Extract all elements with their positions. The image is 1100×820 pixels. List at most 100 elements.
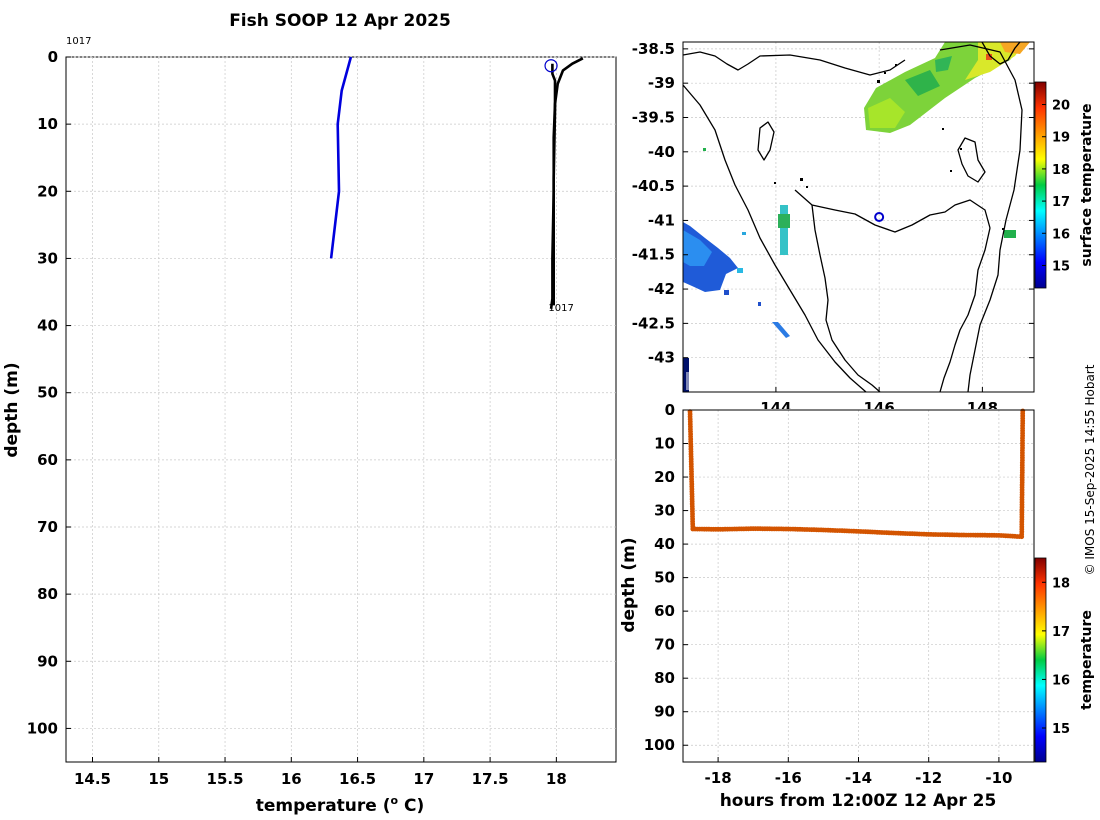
section-x-tick-label: -14 <box>845 769 872 787</box>
profile-x-label: temperature (o C) <box>256 794 425 816</box>
section-colorbar-tick-label: 16 <box>1052 673 1070 688</box>
profile-x-tick-label: 14.5 <box>74 770 111 788</box>
map-colorbar-label: surface temperature <box>1079 103 1095 266</box>
profile-x-tick-label: 18 <box>546 770 567 788</box>
profile-start-marker <box>544 59 558 73</box>
section-y-tick-label: 50 <box>654 569 675 587</box>
profile-annotation-1017: 1017 <box>66 36 91 47</box>
flinders-island <box>957 137 986 183</box>
section-y-label: depth (m) <box>619 537 639 632</box>
profile-y-tick-label: 80 <box>37 585 58 603</box>
profile-y-tick-label: 40 <box>37 317 58 335</box>
profile-y-tick-label: 0 <box>48 48 58 66</box>
sst-patch-strait <box>703 148 1016 255</box>
profile-x-tick-label: 17.5 <box>472 770 509 788</box>
ship-position-marker <box>874 212 885 222</box>
map-colorbar-ticks: 15 16 17 18 19 20 <box>1042 99 1070 274</box>
profile-y-tick-label: 70 <box>37 518 58 536</box>
profile-y-tick-label: 60 <box>37 451 58 469</box>
section-y-tick-label: 100 <box>644 736 675 754</box>
profile-x-tick-label: 16.5 <box>339 770 376 788</box>
profile-ticks: 14.5 15 15.5 16 16.5 17 17.5 18 0 10 20 30 40 50 60 70 8… <box>27 48 567 788</box>
map-colorbar-tick-label: 17 <box>1052 195 1070 210</box>
ne-coast <box>981 42 1021 65</box>
section-x-tick-label: -18 <box>705 769 732 787</box>
section-colorbar-tick-label: 15 <box>1052 722 1070 737</box>
sst-patch-south-corner <box>683 358 689 392</box>
map-lat-tick-label: -38.5 <box>632 40 675 58</box>
profile-y-tick-label: 90 <box>37 652 58 670</box>
coast-specks <box>774 64 1004 230</box>
map-colorbar-tick-label: 19 <box>1052 131 1070 146</box>
bass-strait-islands <box>757 121 775 161</box>
section-y-tick-label: 30 <box>654 502 675 520</box>
profile-grid <box>66 56 616 762</box>
shelf-contour-west <box>683 84 867 392</box>
section-ticks: -18 -16 -14 -12 -10 0 10 20 30 40 50 60 70 80 90 100 <box>644 401 1013 787</box>
profile-lines: 1017 1017 <box>66 36 584 314</box>
section-colorbar: 15 16 17 18 temperature <box>1034 557 1095 763</box>
tasmania-north <box>794 189 991 233</box>
section-colorbar-tick-label: 18 <box>1052 576 1070 591</box>
section-y-tick-label: 60 <box>654 602 675 620</box>
profile-y-tick-label: 30 <box>37 249 58 267</box>
map-lat-tick-label: -43 <box>648 349 675 367</box>
map-lat-tick-label: -39 <box>648 74 675 92</box>
section-x-tick-label: -10 <box>985 769 1012 787</box>
credit-text: © IMOS 15-Sep-2025 14:55 Hobart <box>1083 364 1097 575</box>
section-x-tick-label: -16 <box>775 769 802 787</box>
map-panel: 144 146 148-38.5-39-39.5-40-40.5-41-41.5-4… <box>632 40 1035 417</box>
map-colorbar-tick-label: 15 <box>1052 259 1070 274</box>
sst-patch-northeast <box>864 42 1030 133</box>
tasmania-west <box>811 204 881 392</box>
section-y-tick-label: 40 <box>654 535 675 553</box>
section-colorbar-ticks: 15 16 17 18 <box>1042 576 1070 737</box>
section-y-tick-label: 90 <box>654 703 675 721</box>
profile-x-tick-label: 15 <box>148 770 169 788</box>
section-y-tick-label: 80 <box>654 669 675 687</box>
map-lat-tick-label: -42.5 <box>632 314 675 332</box>
map-colorbar-tick-label: 18 <box>1052 163 1070 178</box>
section-colorbar-label: temperature <box>1079 610 1095 710</box>
map-lat-tick-label: -40.5 <box>632 177 675 195</box>
map-lat-tick-label: -42 <box>648 280 675 298</box>
profile-panel: 14.5 15 15.5 16 16.5 17 17.5 18 0 10 20 30 40 50 60 70 8… <box>2 36 617 816</box>
tasmania-east <box>939 227 991 392</box>
section-sample-point <box>1020 408 1026 414</box>
profile-y-tick-label: 50 <box>37 384 58 402</box>
section-y-tick-label: 0 <box>665 401 675 419</box>
profile-series-profile-1017-b <box>551 63 557 306</box>
sst-patch-southwest <box>683 222 790 338</box>
map-lat-tick-label: -39.5 <box>632 108 675 126</box>
profile-x-tick-label: 16 <box>281 770 302 788</box>
profile-y-tick-label: 100 <box>27 719 58 737</box>
profile-series-climatology <box>329 56 353 259</box>
coastlines <box>683 42 1023 392</box>
section-y-tick-label: 20 <box>654 468 675 486</box>
section-colorbar-tick-label: 17 <box>1052 625 1070 640</box>
map-colorbar-tick-label: 16 <box>1052 227 1070 242</box>
section-y-tick-label: 10 <box>654 435 675 453</box>
map-colorbar: 15 16 17 18 19 20 surface temperature <box>1034 81 1095 289</box>
section-y-tick-label: 70 <box>654 636 675 654</box>
map-lat-tick-label: -40 <box>648 143 675 161</box>
profile-y-label: depth (m) <box>2 362 22 457</box>
figure-title: Fish SOOP 12 Apr 2025 <box>229 11 451 31</box>
profile-x-tick-label: 15.5 <box>207 770 244 788</box>
profile-y-tick-label: 10 <box>37 115 58 133</box>
section-panel: -18 -16 -14 -12 -10 0 10 20 30 40 50 60 70 80 90 100 ho… <box>619 401 1035 811</box>
map-lat-tick-label: -41.5 <box>632 246 675 264</box>
profile-axes-box <box>65 56 617 763</box>
shelf-contour-east <box>939 44 1023 392</box>
profile-x-tick-label: 17 <box>413 770 434 788</box>
map-lat-tick-label: -41 <box>648 211 675 229</box>
map-axes-box <box>682 41 1035 393</box>
victoria-coast <box>683 51 906 76</box>
section-x-tick-label: -12 <box>915 769 942 787</box>
profile-annotation-1017: 1017 <box>548 303 573 314</box>
map-colorbar-tick-label: 20 <box>1052 99 1070 114</box>
section-track <box>687 408 1026 540</box>
map-ticks: 144 146 148-38.5-39-39.5-40-40.5-41-41.5-4… <box>632 40 1034 417</box>
profile-y-tick-label: 20 <box>37 182 58 200</box>
